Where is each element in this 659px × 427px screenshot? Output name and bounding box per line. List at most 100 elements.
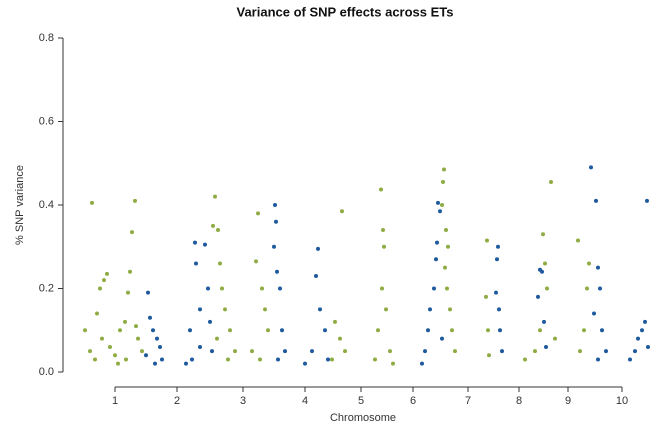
snp-point — [382, 244, 386, 249]
x-tick-label: 2 — [174, 395, 180, 407]
snp-point — [208, 319, 212, 324]
snp-point — [576, 238, 580, 243]
snp-point — [326, 357, 330, 362]
snp-point — [318, 307, 322, 312]
y-tick-label: 0.0 — [39, 366, 54, 378]
snp-point — [494, 290, 498, 295]
snp-point — [544, 344, 548, 349]
snp-point — [215, 336, 219, 341]
snp-point — [266, 328, 270, 333]
snp-point — [93, 357, 97, 362]
snp-point — [190, 357, 194, 362]
snp-point — [210, 349, 214, 354]
snp-point — [440, 336, 444, 341]
y-tick-label: 0.2 — [39, 282, 54, 294]
x-tick-label: 9 — [565, 395, 571, 407]
snp-point — [436, 200, 440, 205]
snp-point — [445, 286, 449, 291]
snp-point — [484, 294, 488, 299]
snp-point — [540, 269, 544, 274]
snp-point — [438, 209, 442, 214]
snp-point — [148, 315, 152, 320]
x-tick-label: 1 — [112, 395, 118, 407]
snp-point — [485, 238, 489, 243]
snp-point — [495, 257, 499, 262]
snp-point — [498, 328, 502, 333]
x-tick-label: 7 — [465, 395, 471, 407]
snp-point — [338, 336, 342, 341]
snp-point — [226, 357, 230, 362]
x-tick-label: 6 — [410, 395, 416, 407]
snp-point — [250, 349, 254, 354]
snp-point — [381, 228, 385, 233]
snp-point — [645, 198, 649, 203]
snp-point — [203, 242, 207, 247]
snp-point — [589, 165, 593, 170]
snp-point — [256, 211, 260, 216]
snp-point — [158, 344, 162, 349]
snp-point — [443, 265, 447, 270]
x-tick-label: 3 — [240, 395, 246, 407]
snp-point — [272, 244, 276, 249]
snp-point — [604, 349, 608, 354]
snp-point — [194, 261, 198, 266]
snp-point — [102, 278, 106, 283]
snp-point — [83, 328, 87, 333]
snp-point — [587, 261, 591, 266]
snp-point — [628, 357, 632, 362]
snp-point — [155, 336, 159, 341]
snp-point — [594, 198, 598, 203]
snp-point — [596, 265, 600, 270]
x-tick-label: 10 — [616, 395, 628, 407]
snp-point — [323, 328, 327, 333]
snp-point — [486, 328, 490, 333]
snp-point — [153, 361, 157, 366]
snp-point — [124, 357, 128, 362]
snp-point — [536, 294, 540, 299]
snp-point — [206, 286, 210, 291]
snp-point — [140, 349, 144, 354]
snp-point — [280, 328, 284, 333]
snp-point — [160, 357, 164, 362]
snp-point — [376, 328, 380, 333]
snp-point — [228, 328, 232, 333]
snp-point — [330, 357, 334, 362]
snp-point — [144, 353, 148, 358]
snp-point — [188, 328, 192, 333]
snp-point — [105, 271, 109, 276]
snp-point — [379, 187, 383, 192]
snp-point — [500, 349, 504, 354]
snp-point — [258, 357, 262, 362]
snp-point — [260, 286, 264, 291]
snp-point — [278, 286, 282, 291]
snp-point — [333, 319, 337, 324]
snp-point — [553, 336, 557, 341]
snp-point — [136, 336, 140, 341]
snp-point — [95, 311, 99, 316]
snp-point — [151, 328, 155, 333]
snp-point — [273, 203, 277, 207]
snp-point — [448, 307, 452, 312]
y-tick-label: 0.6 — [39, 115, 54, 127]
snp-point — [592, 311, 596, 316]
snp-point — [254, 259, 258, 264]
snp-point — [543, 261, 547, 266]
snp-point — [373, 357, 377, 362]
snp-point — [283, 349, 287, 354]
snp-point — [184, 361, 188, 366]
x-tick-label: 8 — [516, 395, 522, 407]
snp-point — [446, 244, 450, 249]
x-axis-label: Chromosome — [330, 412, 396, 424]
snp-point — [100, 336, 104, 341]
snp-point — [435, 240, 439, 245]
x-tick-label: 4 — [302, 395, 308, 407]
snp-point — [340, 209, 344, 214]
snp-point — [441, 180, 445, 185]
snp-point — [640, 328, 644, 333]
snp-point — [533, 349, 537, 354]
snp-point — [218, 261, 222, 266]
snp-point — [223, 307, 227, 312]
snp-point — [108, 344, 112, 349]
snp-point — [391, 361, 395, 366]
